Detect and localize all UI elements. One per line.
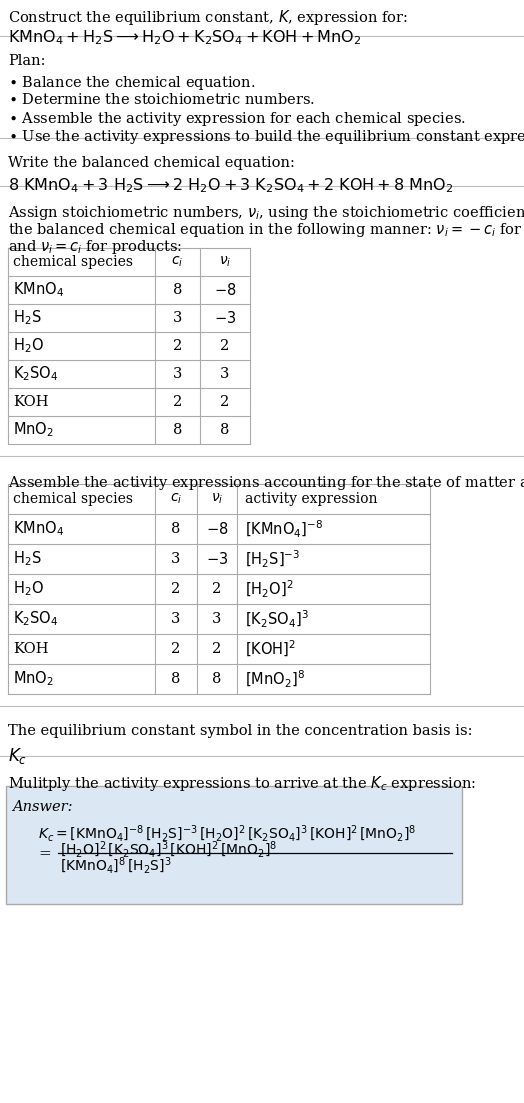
Text: the balanced chemical equation in the following manner: $\nu_i = -c_i$ for react: the balanced chemical equation in the fo… [8, 221, 524, 239]
Text: 3: 3 [171, 612, 181, 627]
FancyBboxPatch shape [6, 786, 462, 904]
Text: and $\nu_i = c_i$ for products:: and $\nu_i = c_i$ for products: [8, 238, 182, 256]
Text: $\nu_i$: $\nu_i$ [219, 255, 231, 269]
Text: $\bullet$ Assemble the activity expression for each chemical species.: $\bullet$ Assemble the activity expressi… [8, 110, 466, 128]
Text: $\mathrm{H_2O}$: $\mathrm{H_2O}$ [13, 336, 44, 355]
Text: 2: 2 [173, 395, 182, 409]
Text: 3: 3 [173, 311, 182, 325]
Text: $\mathrm{KMnO_4}$: $\mathrm{KMnO_4}$ [13, 280, 64, 299]
Text: chemical species: chemical species [13, 255, 133, 269]
Text: $[\mathrm{H_2S}]^{-3}$: $[\mathrm{H_2S}]^{-3}$ [245, 548, 300, 569]
Text: $\mathrm{K_2SO_4}$: $\mathrm{K_2SO_4}$ [13, 610, 59, 629]
Text: $K_c$: $K_c$ [8, 746, 27, 765]
Text: 3: 3 [212, 612, 222, 627]
Text: 8: 8 [173, 422, 182, 437]
Text: $\mathrm{KMnO_4}$: $\mathrm{KMnO_4}$ [13, 520, 64, 538]
Text: $[\mathrm{H_2O}]^{2}\,[\mathrm{K_2SO_4}]^{3}\,[\mathrm{KOH}]^{2}\,[\mathrm{MnO_2: $[\mathrm{H_2O}]^{2}\,[\mathrm{K_2SO_4}]… [60, 840, 277, 860]
Text: $K_c = [\mathrm{KMnO_4}]^{-8}\,[\mathrm{H_2S}]^{-3}\,[\mathrm{H_2O}]^{2}\,[\math: $K_c = [\mathrm{KMnO_4}]^{-8}\,[\mathrm{… [38, 824, 416, 845]
Text: $\mathrm{KMnO_4 + H_2S \longrightarrow H_2O + K_2SO_4 + KOH + MnO_2}$: $\mathrm{KMnO_4 + H_2S \longrightarrow H… [8, 28, 361, 46]
Text: $-8$: $-8$ [214, 282, 236, 298]
Text: $\mathrm{K_2SO_4}$: $\mathrm{K_2SO_4}$ [13, 365, 59, 384]
Text: 3: 3 [171, 552, 181, 566]
Text: $\mathrm{H_2S}$: $\mathrm{H_2S}$ [13, 549, 41, 568]
Text: 8: 8 [220, 422, 230, 437]
Text: 2: 2 [221, 339, 230, 353]
Text: $[\mathrm{K_2SO_4}]^{3}$: $[\mathrm{K_2SO_4}]^{3}$ [245, 609, 309, 630]
Text: The equilibrium constant symbol in the concentration basis is:: The equilibrium constant symbol in the c… [8, 724, 473, 738]
Text: 2: 2 [171, 642, 181, 656]
Text: 8: 8 [173, 283, 182, 297]
Text: 3: 3 [220, 367, 230, 381]
Text: 8: 8 [171, 522, 181, 536]
Text: 2: 2 [212, 642, 222, 656]
Text: activity expression: activity expression [245, 492, 377, 506]
Text: 3: 3 [173, 367, 182, 381]
Text: KOH: KOH [13, 395, 49, 409]
Text: $\mathrm{MnO_2}$: $\mathrm{MnO_2}$ [13, 670, 54, 688]
Text: $\bullet$ Balance the chemical equation.: $\bullet$ Balance the chemical equation. [8, 74, 255, 92]
Text: Answer:: Answer: [12, 800, 72, 814]
Text: $[\mathrm{KMnO_4}]^{-8}$: $[\mathrm{KMnO_4}]^{-8}$ [245, 518, 323, 539]
Text: 2: 2 [173, 339, 182, 353]
Text: $-3$: $-3$ [214, 310, 236, 326]
Text: 2: 2 [171, 582, 181, 596]
Text: $[\mathrm{MnO_2}]^{8}$: $[\mathrm{MnO_2}]^{8}$ [245, 668, 305, 689]
Text: $c_i$: $c_i$ [170, 492, 182, 506]
Text: Assign stoichiometric numbers, $\nu_i$, using the stoichiometric coefficients, $: Assign stoichiometric numbers, $\nu_i$, … [8, 204, 524, 222]
Text: KOH: KOH [13, 642, 49, 656]
Text: chemical species: chemical species [13, 492, 133, 506]
Text: $\mathrm{H_2O}$: $\mathrm{H_2O}$ [13, 580, 44, 598]
Text: $[\mathrm{KMnO_4}]^{8}\,[\mathrm{H_2S}]^{3}$: $[\mathrm{KMnO_4}]^{8}\,[\mathrm{H_2S}]^… [60, 856, 171, 877]
Text: $\mathrm{H_2S}$: $\mathrm{H_2S}$ [13, 309, 41, 328]
Text: 8: 8 [212, 672, 222, 686]
Text: 8: 8 [171, 672, 181, 686]
Text: Write the balanced chemical equation:: Write the balanced chemical equation: [8, 156, 295, 170]
Text: $\bullet$ Determine the stoichiometric numbers.: $\bullet$ Determine the stoichiometric n… [8, 92, 315, 107]
Text: $c_i$: $c_i$ [171, 255, 183, 269]
Text: Mulitply the activity expressions to arrive at the $K_c$ expression:: Mulitply the activity expressions to arr… [8, 774, 476, 793]
Text: $\nu_i$: $\nu_i$ [211, 492, 223, 506]
Text: Plan:: Plan: [8, 54, 46, 68]
Text: $\bullet$ Use the activity expressions to build the equilibrium constant express: $\bullet$ Use the activity expressions t… [8, 128, 524, 146]
Text: Assemble the activity expressions accounting for the state of matter and $\nu_i$: Assemble the activity expressions accoun… [8, 474, 524, 492]
Text: =: = [38, 847, 51, 861]
Text: $\mathrm{MnO_2}$: $\mathrm{MnO_2}$ [13, 420, 54, 439]
Text: $[\mathrm{H_2O}]^{2}$: $[\mathrm{H_2O}]^{2}$ [245, 578, 293, 600]
Text: $\mathrm{8\ KMnO_4 + 3\ H_2S \longrightarrow 2\ H_2O + 3\ K_2SO_4 + 2\ KOH + 8\ : $\mathrm{8\ KMnO_4 + 3\ H_2S \longrighta… [8, 176, 453, 195]
Text: $-8$: $-8$ [206, 521, 228, 537]
Text: 2: 2 [221, 395, 230, 409]
Text: $-3$: $-3$ [206, 552, 228, 567]
Text: 2: 2 [212, 582, 222, 596]
Text: $[\mathrm{KOH}]^{2}$: $[\mathrm{KOH}]^{2}$ [245, 639, 296, 660]
Text: Construct the equilibrium constant, $K$, expression for:: Construct the equilibrium constant, $K$,… [8, 8, 408, 26]
